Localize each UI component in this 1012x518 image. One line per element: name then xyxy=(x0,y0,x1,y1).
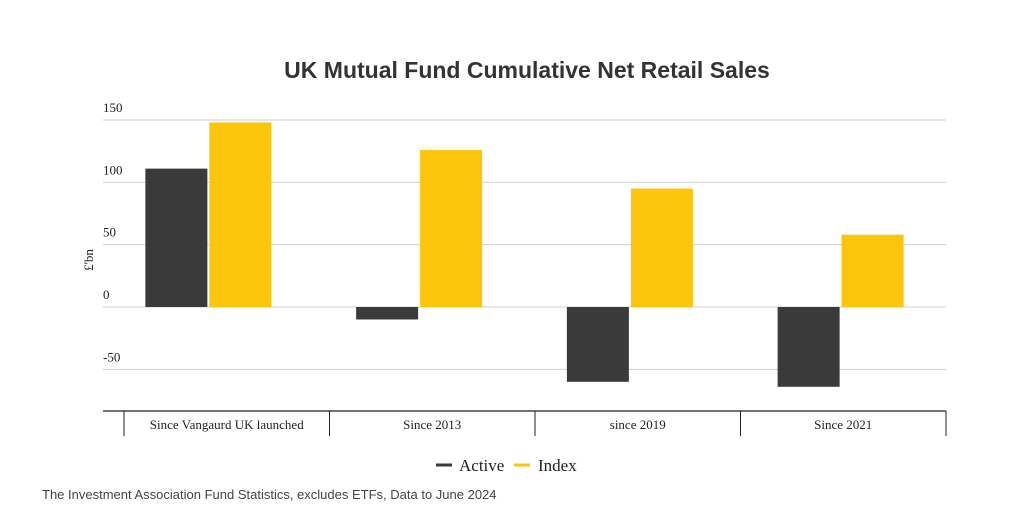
bar-active xyxy=(356,307,419,320)
category-axis: Since Vangaurd UK launched Since 2013 sinc… xyxy=(103,410,947,436)
bar-active xyxy=(566,307,629,382)
legend-label-index: Index xyxy=(538,456,577,475)
chart-title: UK Mutual Fund Cumulative Net Retail Sal… xyxy=(284,57,770,83)
y-tick-label: 0 xyxy=(103,287,110,302)
bars xyxy=(145,122,904,387)
y-tick-label: 150 xyxy=(103,100,123,115)
category-label: Since 2021 xyxy=(814,417,872,432)
y-tick-label: 50 xyxy=(103,225,116,240)
y-tick-labels: 150 100 50 0 -50 xyxy=(103,100,123,364)
bar-index xyxy=(630,188,693,307)
bar-active xyxy=(145,168,208,307)
source-note: The Investment Association Fund Statisti… xyxy=(42,487,497,502)
y-tick-label: -50 xyxy=(103,349,120,364)
category-label: Since 2013 xyxy=(403,417,461,432)
y-tick-label: 100 xyxy=(103,162,123,177)
bar-index xyxy=(841,234,904,307)
legend: Active Index xyxy=(436,456,577,475)
bar-active xyxy=(777,307,840,387)
bar-index xyxy=(209,122,272,307)
y-axis-label: £'bn xyxy=(81,249,96,271)
category-label: since 2019 xyxy=(610,417,666,432)
legend-label-active: Active xyxy=(459,456,504,475)
category-label: Since Vangaurd UK launched xyxy=(150,417,304,432)
bar-index xyxy=(420,149,483,307)
